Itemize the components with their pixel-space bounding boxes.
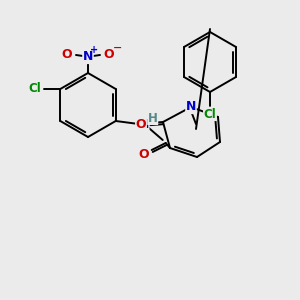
Text: N: N bbox=[139, 118, 149, 131]
Text: O: O bbox=[138, 148, 149, 161]
Text: +: + bbox=[90, 45, 98, 55]
Text: O: O bbox=[136, 118, 146, 130]
Text: Cl: Cl bbox=[204, 107, 216, 121]
Text: O: O bbox=[104, 47, 114, 61]
Text: N: N bbox=[83, 50, 93, 64]
Text: Cl: Cl bbox=[28, 82, 41, 95]
Text: N: N bbox=[186, 100, 196, 113]
Text: H: H bbox=[148, 112, 158, 124]
Text: −: − bbox=[113, 43, 123, 53]
Text: O: O bbox=[62, 47, 72, 61]
